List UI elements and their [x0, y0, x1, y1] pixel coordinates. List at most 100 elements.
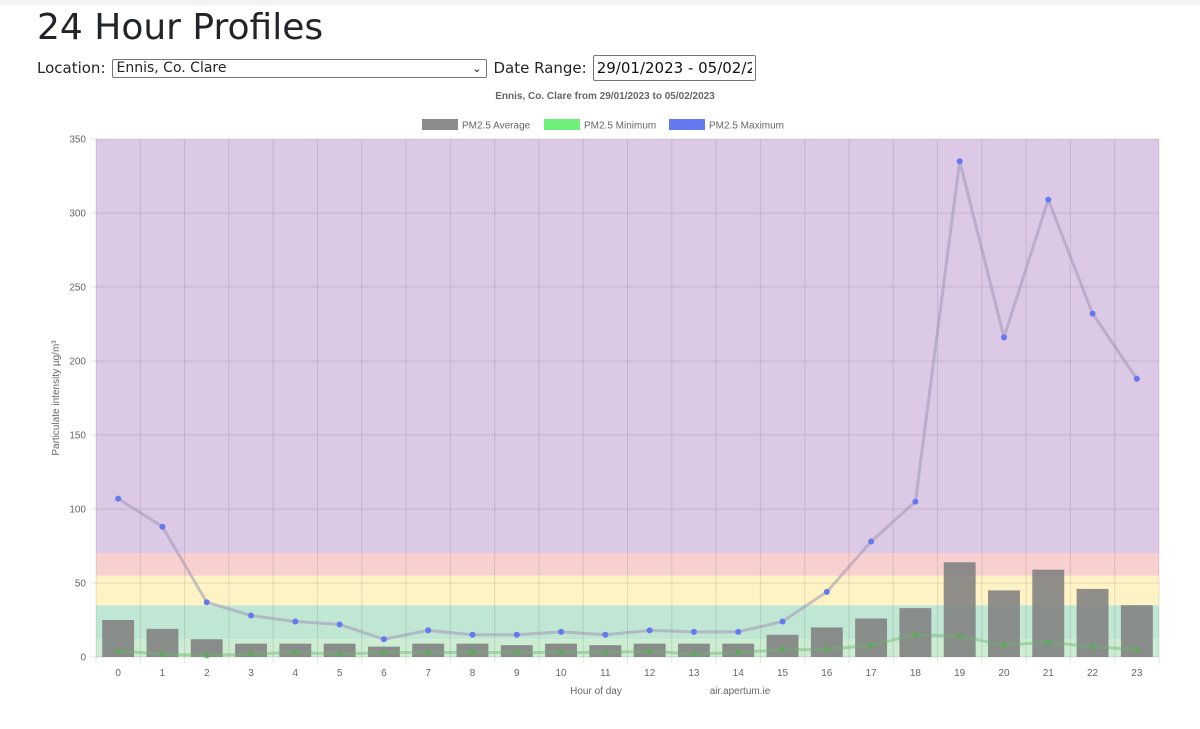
aqi-band-0: [96, 639, 1159, 657]
x-tick-label: 13: [688, 668, 700, 679]
x-tick-label: 4: [293, 668, 299, 679]
aqi-band-2: [96, 575, 1159, 606]
min-point: [115, 648, 122, 655]
y-tick-label: 50: [75, 579, 87, 590]
x-axis-label: Hour of day: [570, 686, 622, 697]
min-point: [336, 651, 343, 658]
min-line: [118, 633, 1137, 658]
location-label: Location:: [37, 59, 106, 77]
x-tick-label: 7: [425, 668, 431, 679]
legend-label: PM2.5 Average: [462, 121, 531, 132]
x-tick-label: 16: [821, 668, 833, 679]
x-tick-label: 18: [910, 668, 922, 679]
min-point: [956, 633, 963, 640]
avg-bar: [235, 643, 267, 657]
legend-label: PM2.5 Minimum: [584, 121, 656, 132]
max-point: [735, 628, 742, 635]
filter-controls: Location: Ennis, Co. Clare ⌄ Date Range:: [37, 55, 756, 81]
aqi-band-3: [96, 553, 1159, 576]
min-point: [513, 649, 520, 656]
x-tick-label: 1: [160, 668, 166, 679]
date-range-input[interactable]: [592, 55, 756, 81]
avg-bar: [766, 634, 799, 657]
chart-title: Ennis, Co. Clare from 29/01/2023 to 05/0…: [495, 91, 715, 102]
y-tick-label: 150: [69, 431, 86, 442]
max-point: [646, 627, 653, 634]
x-tick-label: 8: [470, 668, 476, 679]
min-point: [558, 649, 565, 656]
top-strip: [0, 0, 1200, 5]
x-tick-label: 20: [998, 668, 1010, 679]
min-point: [823, 646, 830, 653]
min-point: [159, 651, 166, 658]
y-tick-label: 100: [69, 505, 86, 516]
x-tick-label: 9: [514, 668, 520, 679]
avg-bar: [323, 643, 356, 657]
min-point: [292, 649, 299, 656]
min-point: [868, 642, 875, 649]
min-point: [1089, 643, 1096, 650]
max-point: [115, 495, 122, 502]
max-point: [159, 523, 166, 530]
y-tick-label: 200: [69, 357, 86, 368]
max-point: [690, 628, 697, 635]
x-tick-label: 22: [1087, 668, 1099, 679]
x-tick-label: 21: [1043, 668, 1055, 679]
x-tick-label: 17: [866, 668, 878, 679]
min-point: [1133, 646, 1140, 653]
max-point: [868, 538, 875, 545]
max-line: [117, 159, 1139, 641]
max-point: [513, 631, 520, 638]
x-tick-label: 6: [381, 668, 387, 679]
max-point: [1133, 375, 1140, 382]
y-tick-label: 350: [69, 135, 86, 146]
x-tick-label: 10: [556, 668, 568, 679]
min-point: [425, 649, 432, 656]
max-point: [558, 628, 565, 635]
y-axis-label: Particulate intensity µg/m³: [51, 340, 62, 456]
min-point: [1045, 639, 1052, 646]
min-point: [602, 649, 609, 656]
max-point: [956, 158, 963, 165]
min-point: [248, 651, 255, 658]
min-point: [735, 649, 742, 656]
max-point: [1000, 334, 1007, 341]
max-point: [602, 631, 609, 638]
min-point: [912, 631, 919, 638]
max-point: [203, 599, 210, 606]
max-point: [912, 498, 919, 505]
legend-swatch: [422, 119, 458, 130]
min-point: [469, 649, 476, 656]
max-point: [1089, 310, 1096, 317]
legend-swatch: [544, 119, 580, 130]
x-tick-label: 2: [204, 668, 210, 679]
y-tick-label: 250: [69, 283, 86, 294]
min-point: [1000, 642, 1007, 649]
watermark-text: air.apertum.ie: [710, 686, 771, 697]
x-tick-label: 19: [954, 668, 966, 679]
x-tick-label: 3: [248, 668, 254, 679]
avg-bar: [943, 562, 976, 657]
location-select-value: Ennis, Co. Clare: [116, 60, 227, 76]
x-tick-label: 0: [115, 668, 121, 679]
legend-swatch: [669, 119, 705, 130]
x-tick-label: 15: [777, 668, 789, 679]
x-tick-label: 23: [1131, 668, 1143, 679]
min-point: [690, 651, 697, 658]
min-point: [779, 646, 786, 653]
y-tick-label: 300: [69, 209, 86, 220]
avg-bar: [677, 643, 710, 657]
min-point: [646, 648, 653, 655]
date-range-label: Date Range:: [493, 59, 587, 77]
page-title: 24 Hour Profiles: [37, 7, 324, 48]
max-point: [823, 588, 830, 595]
min-point: [380, 649, 387, 656]
avg-bar: [855, 618, 888, 657]
chevron-down-icon: ⌄: [472, 61, 482, 75]
location-select[interactable]: Ennis, Co. Clare ⌄: [111, 58, 487, 78]
aqi-band-4: [96, 139, 1159, 554]
min-point: [203, 652, 210, 659]
max-point: [779, 618, 786, 625]
legend-label: PM2.5 Maximum: [709, 121, 784, 132]
